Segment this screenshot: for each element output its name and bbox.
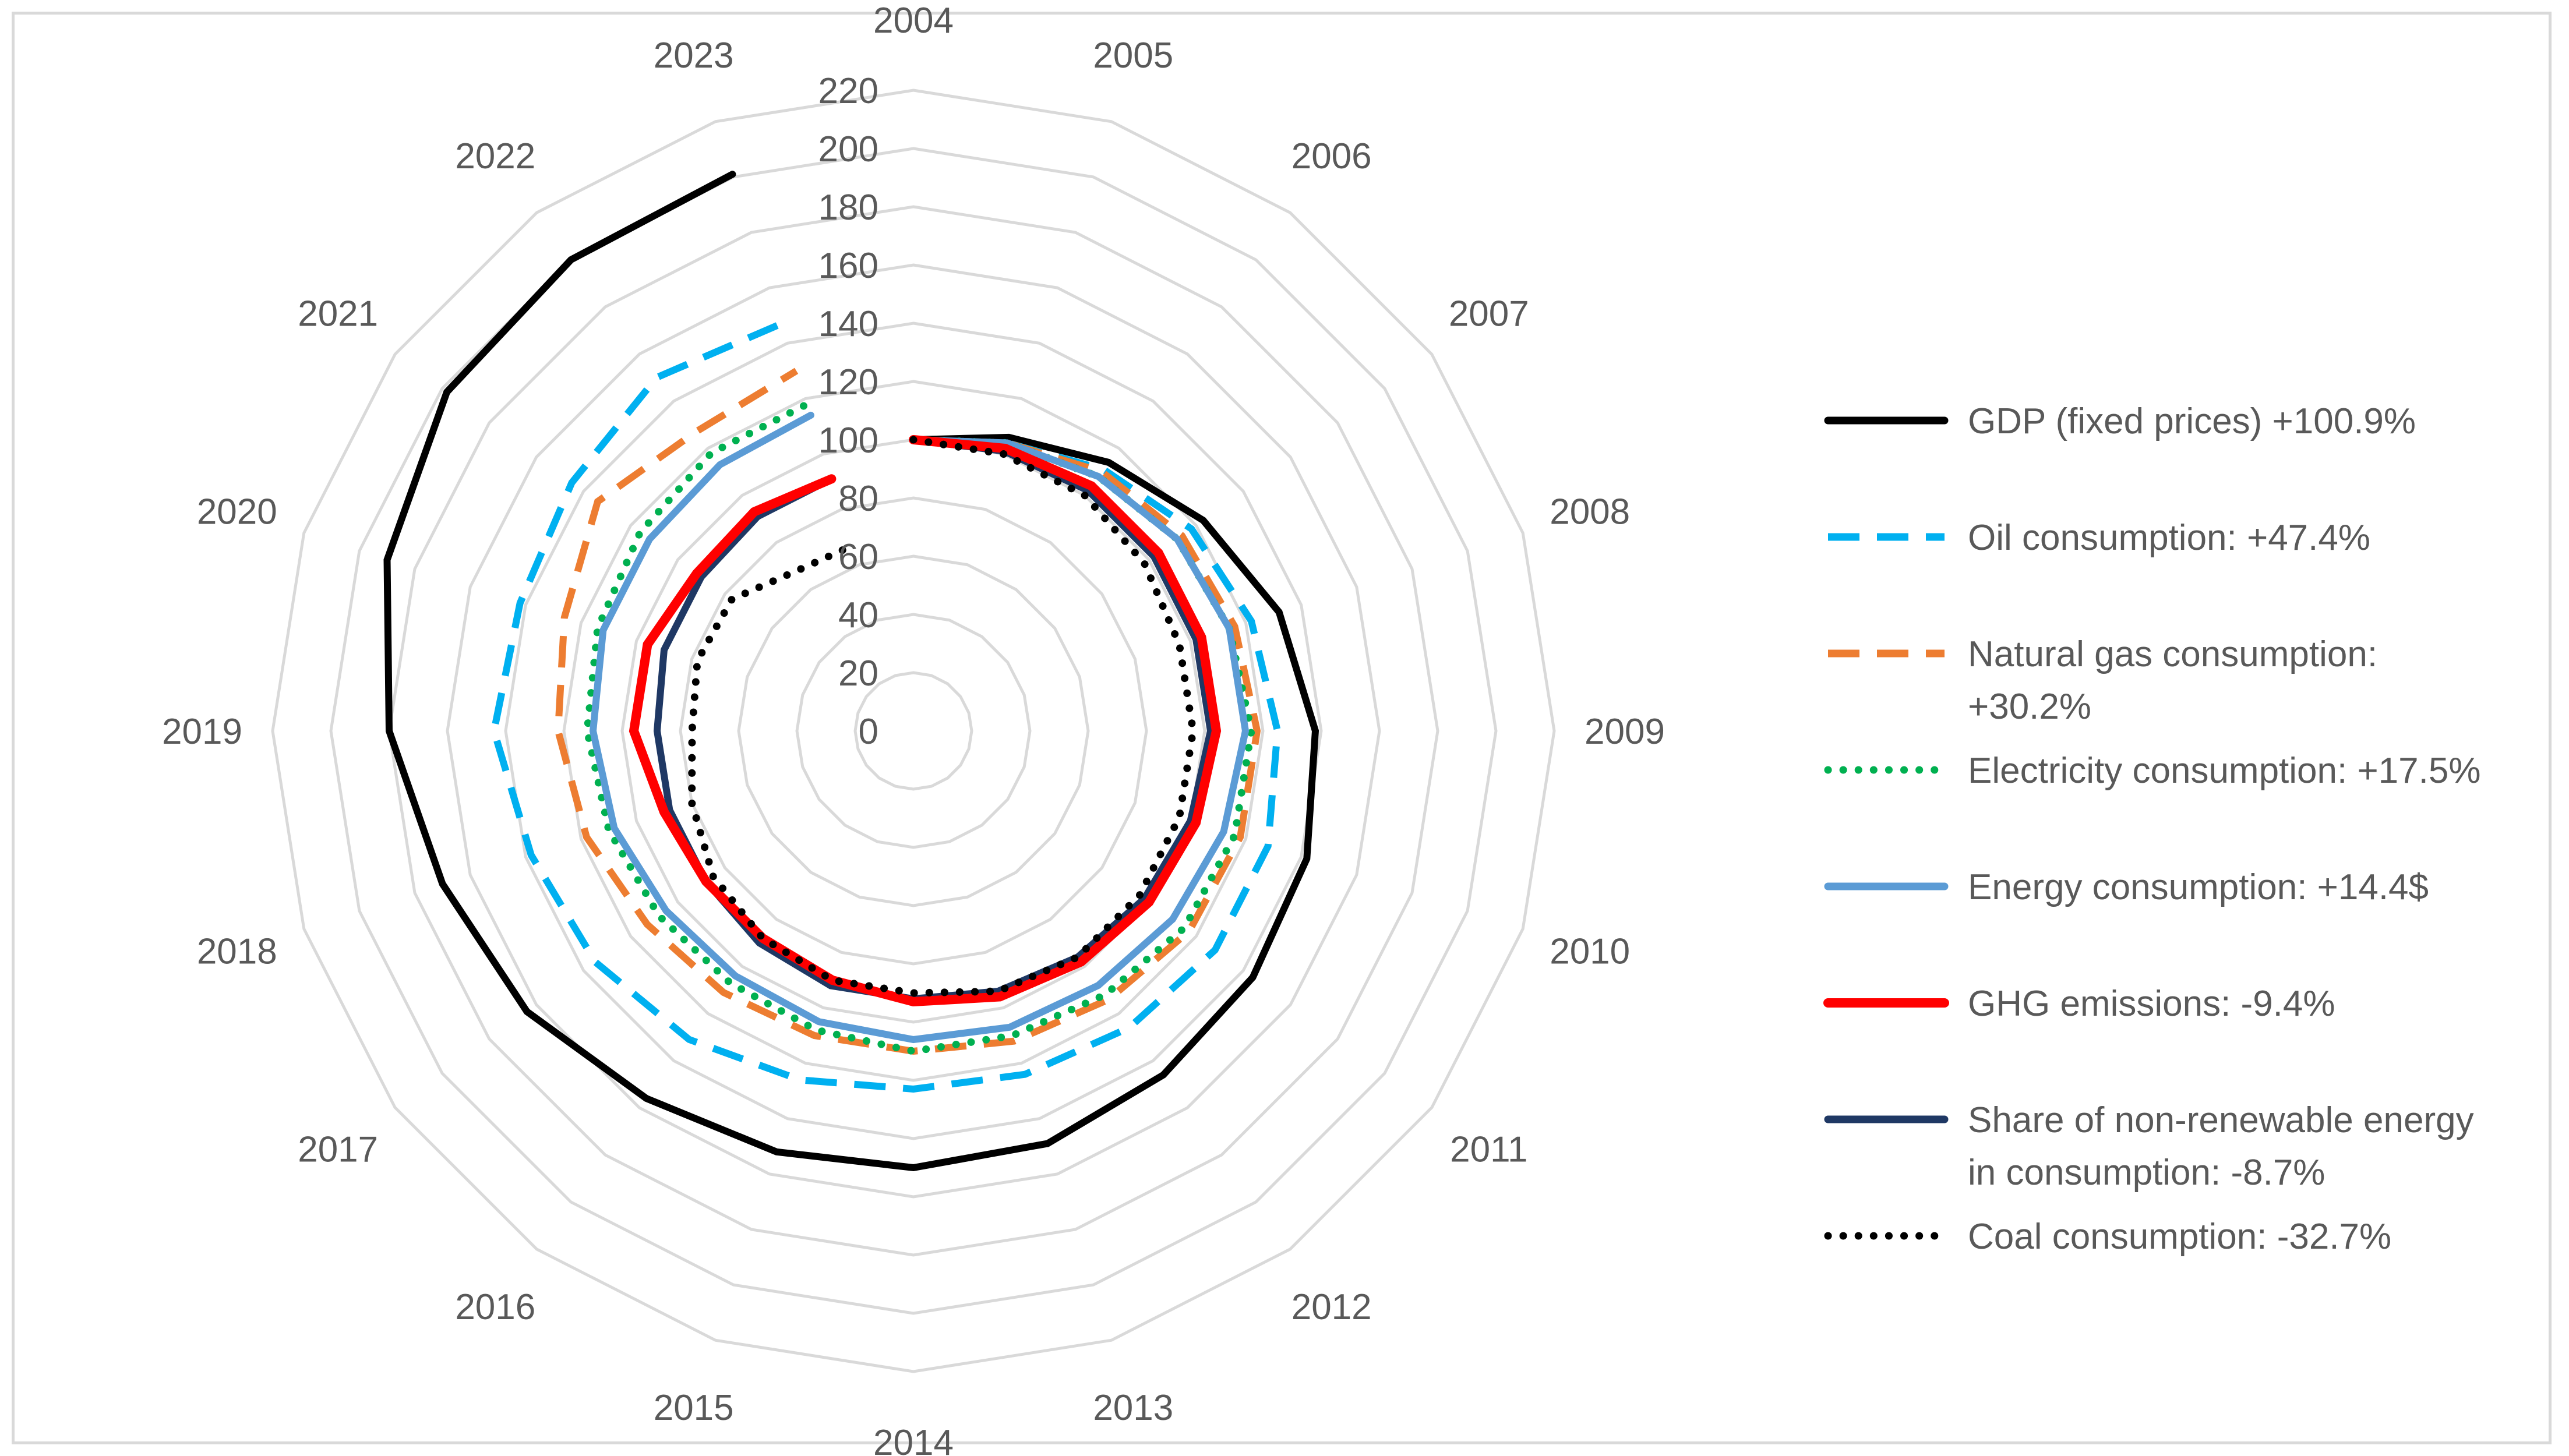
tick-label-20: 20 (838, 653, 878, 694)
grid-ring-120 (562, 380, 1265, 1082)
grid-ring-100 (620, 438, 1206, 1024)
tick-label-120: 120 (818, 362, 878, 402)
category-label-2006: 2006 (1291, 136, 1372, 176)
category-label-2014: 2014 (873, 1423, 954, 1456)
category-label-2013: 2013 (1093, 1388, 1173, 1428)
chart-frame (12, 12, 2552, 1444)
legend-label: GHG emissions: -9.4% (1968, 984, 2335, 1024)
grid-ring-60 (737, 554, 1090, 907)
category-label-2015: 2015 (654, 1388, 734, 1428)
radial-tick-labels: 0 20 40 60 80 100 120 140 160 180 200 220 (818, 71, 878, 752)
legend-label: Electricity consumption: +17.5% (1968, 751, 2480, 791)
tick-label-140: 140 (818, 304, 878, 344)
series-line-gdp-fixed-prices- (383, 171, 1319, 1172)
tick-label-60: 60 (838, 537, 878, 577)
series-line-energy-consumption (589, 411, 1250, 1044)
series-line-coal-consumption (688, 436, 1197, 997)
grid-ring-200 (329, 147, 1498, 1315)
legend: GDP (fixed prices) +100.9% Oil consumptio… (1823, 401, 2480, 1257)
grid-ring-80 (679, 496, 1148, 966)
grid-ring-140 (504, 321, 1323, 1140)
radar-grid (271, 89, 1556, 1373)
category-label-2020: 2020 (197, 492, 277, 532)
grid-ring-160 (446, 263, 1381, 1199)
category-label-2011: 2011 (1450, 1130, 1527, 1170)
category-label-2009: 2009 (1585, 712, 1665, 752)
legend-label-line2: in consumption: -8.7% (1968, 1153, 2325, 1193)
category-label-2008: 2008 (1550, 492, 1630, 532)
tick-label-80: 80 (838, 479, 878, 519)
category-label-2018: 2018 (197, 931, 277, 971)
tick-label-160: 160 (818, 246, 878, 286)
data-series (383, 171, 1319, 1172)
legend-label: Coal consumption: -32.7% (1968, 1217, 2391, 1257)
legend-label: Energy consumption: +14.4$ (1968, 867, 2429, 907)
legend-label: Oil consumption: +47.4% (1968, 518, 2370, 558)
grid-ring-180 (387, 205, 1439, 1257)
category-label-2005: 2005 (1093, 36, 1173, 76)
category-label-2016: 2016 (455, 1287, 535, 1327)
legend-label: GDP (fixed prices) +100.9% (1968, 401, 2416, 441)
tick-label-100: 100 (818, 420, 878, 461)
category-label-2019: 2019 (162, 712, 242, 752)
series-line-natural-gas-consumption (554, 367, 1261, 1055)
category-label-2012: 2012 (1291, 1287, 1372, 1327)
category-label-2007: 2007 (1449, 294, 1529, 334)
tick-label-220: 220 (818, 71, 878, 111)
legend-label: Share of non-renewable energy (1968, 1100, 2474, 1140)
grid-ring-220 (271, 89, 1556, 1373)
category-labels: 2004 2005 2006 2007 2008 2009 2010 2011 2012 2013… (162, 1, 1665, 1456)
series-line-electricity-consumption (583, 400, 1255, 1055)
category-label-2010: 2010 (1550, 931, 1630, 971)
series-line-ghg-emissions (629, 435, 1222, 1007)
series-line-oil-consumption (490, 320, 1282, 1093)
tick-label-180: 180 (818, 188, 878, 228)
grid-ring-40 (795, 613, 1032, 849)
tick-label-200: 200 (818, 129, 878, 169)
category-label-2022: 2022 (455, 136, 535, 176)
category-label-2021: 2021 (298, 294, 378, 334)
tick-label-0: 0 (859, 712, 878, 752)
category-label-2017: 2017 (298, 1130, 378, 1170)
category-label-2023: 2023 (654, 36, 734, 76)
legend-label: Natural gas consumption: (1968, 634, 2377, 674)
category-label-2004: 2004 (873, 1, 954, 41)
grid-ring-20 (853, 671, 973, 791)
legend-label-line2: +30.2% (1968, 687, 2091, 727)
tick-label-40: 40 (838, 595, 878, 635)
